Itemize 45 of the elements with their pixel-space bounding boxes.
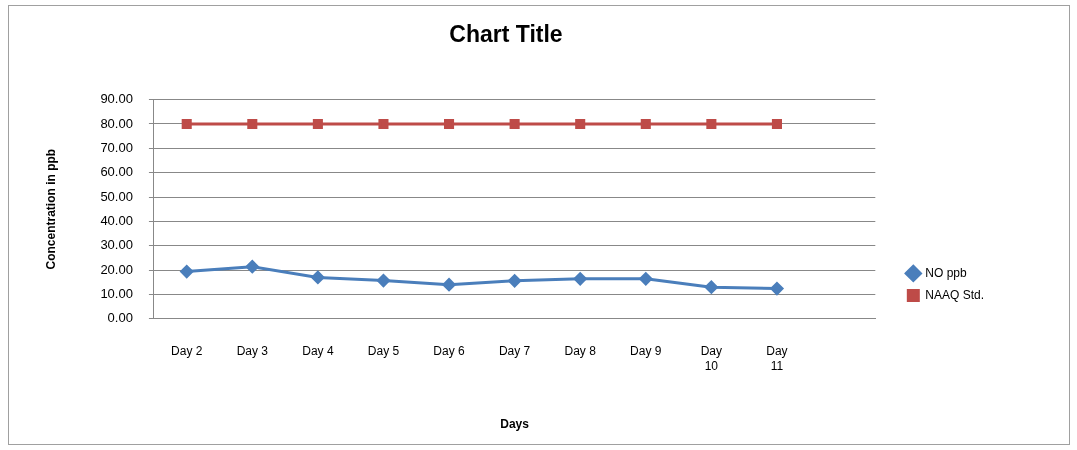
point [378,118,389,129]
x-tick-label: Day 4 [302,344,334,359]
point [245,260,259,274]
y-tick-label: 70.00 [100,139,133,155]
y-tick-label: 30.00 [100,237,133,253]
point [639,272,653,286]
point [509,118,520,129]
point [508,274,522,288]
y-tick-label: 50.00 [100,188,133,204]
legend-label: NAAQ Std. [925,287,984,302]
x-tick-label: Day 10 [700,344,723,373]
x-tick-label: Day 6 [433,344,466,359]
y-tick-label: 0.00 [107,310,133,326]
x-tick-label: Day 3 [236,344,269,359]
y-axis-title: Concentration in ppb [43,148,58,270]
x-tick-label: Day 2 [171,344,203,359]
point [247,118,258,129]
point [770,282,784,296]
point [771,118,782,129]
y-tick-label: 10.00 [100,286,133,302]
x-tick-label: Day 7 [498,344,531,359]
point [442,278,456,292]
point [180,265,194,279]
x-tick-label: Day 9 [630,344,662,359]
point [640,118,651,129]
point [444,118,455,129]
y-tick-label: 20.00 [100,261,133,277]
point [706,118,717,129]
x-axis-title: Days [500,417,530,432]
point [575,118,586,129]
x-tick-label: Day 11 [766,344,788,373]
point [311,270,325,284]
legend-label: NO ppb [925,265,967,280]
point [376,274,390,288]
y-tick-label: 80.00 [100,115,133,131]
point [573,272,587,286]
point [704,280,718,294]
x-tick-label: Day 8 [564,344,597,359]
y-tick-label: 40.00 [100,212,133,228]
point [312,118,323,129]
point [181,118,192,129]
chart-title: Chart Title [449,21,563,48]
y-tick-label: 90.00 [100,91,133,107]
x-tick-label: Day 5 [367,344,400,359]
y-tick-label: 60.00 [100,164,133,180]
